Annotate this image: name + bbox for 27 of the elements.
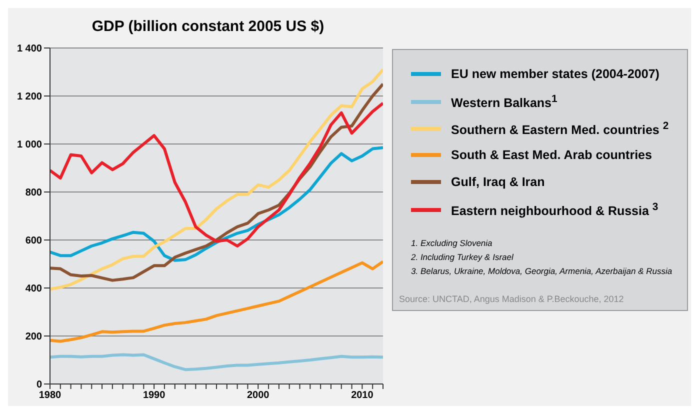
- x-tick-label: 2010: [351, 390, 374, 402]
- y-tick-label: 200: [25, 332, 42, 343]
- legend-label: South & East Med. Arab countries: [451, 148, 652, 162]
- legend-label: Southern & Eastern Med. countries $^{2}$: [451, 121, 669, 138]
- line-series: [50, 102, 383, 248]
- legend-label: Eastern neighbourhood & Russia $^{3}$: [451, 202, 658, 218]
- line-series: [50, 353, 383, 372]
- text: 2. Including Turkey & Israel: [411, 252, 514, 262]
- legend-label: Gulf, Iraq & Iran: [451, 175, 545, 189]
- y-tick-label: 800: [25, 188, 42, 199]
- y-tick-label: 1 400: [16, 44, 42, 55]
- source-note: Source: UNCTAD, Angus Madison & P.Beckouche, 2012: [399, 294, 624, 304]
- x-tick-label: 1990: [142, 390, 166, 402]
- y-tick-label: 1 000: [16, 140, 42, 151]
- line-series: [50, 260, 383, 343]
- legend-label: Western Balkans$^{1}$: [451, 94, 558, 110]
- text: 3. Belarus, Ukraine, Moldova, Georgia, Armenia, Azerbaijan & Russia: [411, 266, 672, 276]
- chart-title: GDP (billion constant 2005 US $): [90, 18, 326, 35]
- x-tick-label: 1980: [38, 390, 62, 402]
- y-tick-label: 0: [36, 380, 42, 391]
- line-series: [50, 146, 383, 262]
- y-tick-label: 400: [25, 284, 42, 295]
- x-tick-label: 2000: [247, 390, 270, 402]
- y-tick-label: 600: [25, 236, 42, 247]
- y-tick-label: 1 200: [16, 92, 42, 103]
- text: 1. Excluding Slovenia: [411, 238, 492, 248]
- legend-label: EU new member states (2004-2007): [451, 67, 660, 81]
